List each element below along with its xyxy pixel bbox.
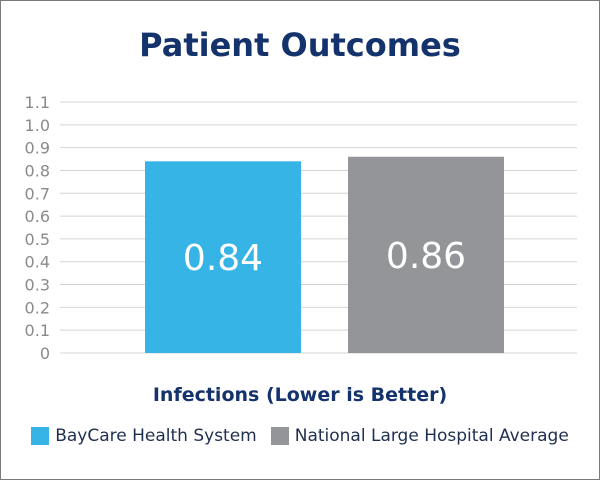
y-tick-label: 0.9 <box>25 139 50 158</box>
bars <box>145 156 504 353</box>
y-tick-label: 0.3 <box>25 276 50 295</box>
bar-0 <box>145 161 301 353</box>
bar-value-label-0: 0.84 <box>183 238 263 279</box>
y-axis-ticks: 0 0.1 0.2 0.3 0.4 0.5 0.6 0.7 0.8 0.9 1.0 1.1 <box>25 93 50 363</box>
y-tick-label: 0.1 <box>25 321 50 340</box>
bar-data-labels: 0.84 0.86 <box>183 236 466 279</box>
legend-label-national: National Large Hospital Average <box>294 426 569 446</box>
legend-swatch-national <box>270 427 289 445</box>
legend-label-baycare: BayCare Health System <box>55 426 257 446</box>
y-tick-label: 0 <box>40 344 50 363</box>
y-tick-label: 1.1 <box>25 93 50 112</box>
legend-item-national: National Large Hospital Average <box>270 426 569 446</box>
y-tick-label: 0.6 <box>25 207 50 226</box>
y-tick-label: 0.4 <box>25 253 50 272</box>
chart-title: Patient Outcomes <box>139 26 461 64</box>
y-tick-label: 0.8 <box>25 161 50 180</box>
y-tick-label: 0.2 <box>25 298 50 317</box>
x-axis-label: Infections (Lower is Better) <box>152 384 448 406</box>
bar-1 <box>348 156 504 353</box>
legend: BayCare Health System National Large Hos… <box>0 426 600 446</box>
y-tick-label: 0.7 <box>25 184 50 203</box>
legend-swatch-baycare <box>31 427 50 445</box>
y-tick-label: 0.5 <box>25 230 50 249</box>
bar-value-label-1: 0.86 <box>386 236 466 277</box>
y-tick-label: 1.0 <box>25 116 50 135</box>
legend-item-baycare: BayCare Health System <box>31 426 257 446</box>
